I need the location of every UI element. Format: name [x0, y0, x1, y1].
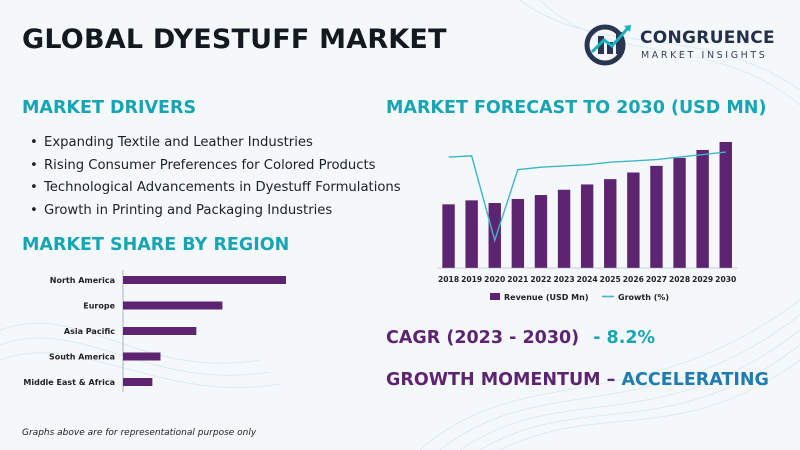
bar — [557, 189, 571, 268]
x-tick-label: 2023 — [553, 275, 574, 284]
cagr-summary: CAGR (2023 - 2030) - 8.2% — [386, 328, 655, 348]
bar — [696, 149, 709, 268]
x-tick-label: 2021 — [507, 275, 528, 284]
bullet-icon: • — [30, 135, 38, 150]
x-tick-label: 2027 — [646, 275, 667, 284]
y-tick-label: North America — [50, 276, 115, 285]
series-line — [448, 151, 726, 243]
momentum-value: ACCELERATING — [621, 370, 769, 390]
bar — [123, 276, 286, 284]
bar — [488, 203, 501, 268]
x-tick-label: 2026 — [623, 275, 644, 284]
bullet-icon: • — [30, 180, 38, 195]
bar — [580, 184, 594, 268]
bar — [442, 204, 455, 268]
bar — [534, 195, 548, 268]
cm-logo-icon — [584, 24, 631, 66]
x-tick-label: 2025 — [600, 275, 621, 284]
bar — [673, 157, 686, 268]
footnote: Graphs above are for representational pu… — [22, 428, 257, 438]
cagr-label: CAGR (2023 - 2030) — [386, 328, 580, 348]
brand-tagline: MARKET INSIGHTS — [641, 50, 768, 61]
market-share-heading: MARKET SHARE BY REGION — [22, 235, 290, 255]
bar — [650, 165, 663, 268]
cagr-value: - 8.2% — [593, 328, 656, 348]
x-tick-label: 2024 — [577, 275, 598, 284]
bullet-icon: • — [30, 157, 38, 173]
bar — [123, 378, 153, 386]
y-tick-label: Asia Pacific — [64, 327, 115, 336]
drivers-list: • Expanding Textile and Leather Industrie… — [30, 135, 401, 225]
bar — [465, 200, 478, 268]
bar — [511, 199, 525, 268]
x-tick-label: 2028 — [669, 275, 690, 284]
driver-text: Technological Advancements in Dyestuff F… — [44, 180, 401, 195]
market-forecast-heading: MARKET FORECAST TO 2030 (USD MN) — [386, 98, 767, 118]
market-drivers-heading: MARKET DRIVERS — [22, 98, 197, 118]
legend-swatch-revenue — [490, 293, 500, 300]
bar — [123, 301, 223, 310]
list-item: • Rising Consumer Preferences for Colored… — [30, 158, 401, 181]
x-tick-label: 2030 — [715, 275, 736, 284]
y-tick-label: Middle East & Africa — [23, 378, 115, 387]
page-title: GLOBAL DYESTUFF MARKET — [22, 24, 447, 55]
list-item: • Expanding Textile and Leather Industrie… — [30, 135, 401, 158]
y-tick-label: South America — [49, 353, 115, 362]
forecast-chart: 2018 2019 2020 2021 2022 2023 2024 2025 2026 2027… — [437, 142, 738, 302]
x-tick-label: 2018 — [438, 275, 459, 284]
x-tick-label: 2029 — [692, 275, 713, 284]
x-tick-label: 2022 — [530, 275, 551, 284]
driver-text: Expanding Textile and Leather Industries — [44, 135, 313, 150]
driver-text: Rising Consumer Preferences for Colored … — [44, 157, 376, 173]
list-item: • Technological Advancements in Dyestuff … — [30, 180, 401, 203]
bar — [627, 172, 640, 268]
bar — [123, 352, 161, 361]
bullet-icon: • — [30, 202, 38, 218]
x-tick-label: 2019 — [461, 275, 482, 284]
legend-label: Growth (%) — [618, 293, 669, 302]
x-tick-label: 2020 — [484, 275, 505, 284]
growth-momentum: GROWTH MOMENTUM – ACCELERATING — [386, 370, 769, 390]
brand-logo: CONGRUENCE MARKET INSIGHTS — [584, 22, 784, 68]
momentum-label: GROWTH MOMENTUM — [386, 370, 601, 390]
driver-text: Growth in Printing and Packaging Industr… — [44, 202, 333, 218]
bar — [719, 142, 732, 268]
region-share-chart: North America Europe Asia Pacific South Ame… — [23, 270, 286, 392]
legend-label: Revenue (USD Mn) — [504, 293, 588, 302]
brand-name: CONGRUENCE — [640, 28, 775, 48]
momentum-dash: – — [606, 370, 616, 390]
bar — [123, 327, 197, 335]
bar — [604, 179, 617, 268]
y-tick-label: Europe — [83, 302, 115, 311]
list-item: • Growth in Printing and Packaging Indust… — [30, 203, 401, 226]
